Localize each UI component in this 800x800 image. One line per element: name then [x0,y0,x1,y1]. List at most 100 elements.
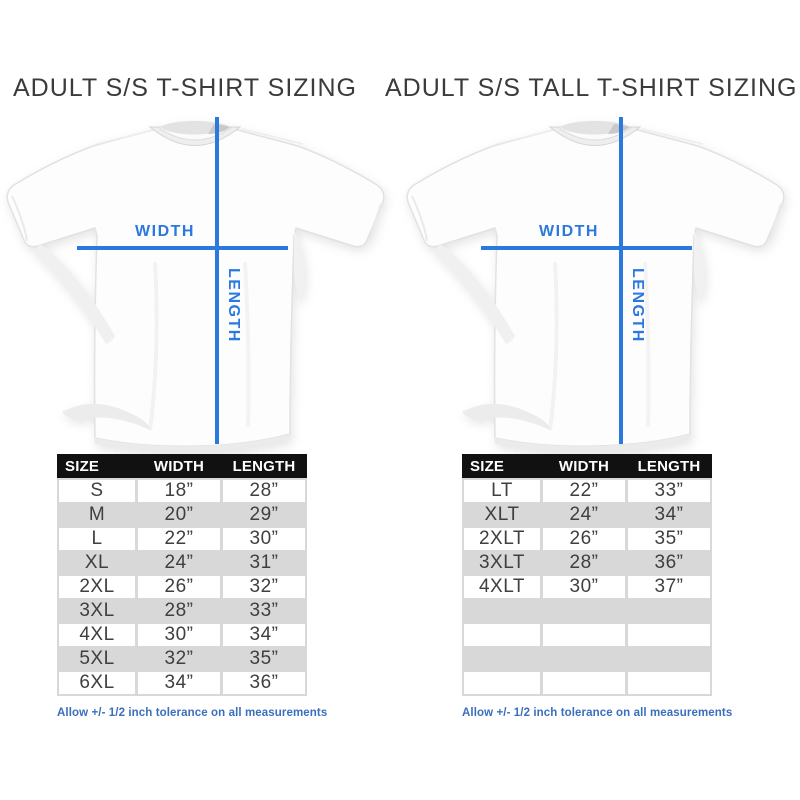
table-body: LT 22” 33” XLT 24” 34” 2XLT 26” 35” 3XLT 28” 36” 4XL… [462,478,712,696]
width-cell [543,672,625,694]
table-row: L 22” 30” [59,528,305,550]
table-body: S 18” 28” M 20” 29” L 22” 30” XL 24” 31” 2XL 26” 32” 3X… [57,478,307,696]
width-cell: 28” [164,600,194,621]
table-header: SIZE WIDTH LENGTH [57,454,307,478]
width-measure-line [77,246,288,250]
length-cell [628,624,710,646]
length-label: LENGTH [629,268,646,343]
table-row: S 18” 28” [59,480,305,502]
panel-title: ADULT S/S T-SHIRT SIZING [13,74,357,102]
size-cell: S [59,480,135,502]
tshirt-illustration [0,112,400,453]
length-cell: 37” [628,576,710,598]
size-cell: L [59,528,135,550]
size-cell [464,600,540,622]
table-row-empty [464,648,710,670]
size-cell: 4XL [59,624,135,646]
width-cell: 32” [164,648,194,669]
length-cell: 34” [223,624,305,646]
size-cell: XL [84,552,110,573]
width-cell [543,600,625,622]
tolerance-note: Allow +/- 1/2 inch tolerance on all meas… [462,707,733,719]
size-cell: 4XLT [464,576,540,598]
size-cell: 3XLT [478,552,525,573]
header-length: LENGTH [232,457,296,475]
length-label: LENGTH [225,268,242,343]
table-row-empty [464,672,710,694]
length-cell: 36” [654,552,684,573]
length-cell: 33” [628,480,710,502]
table-row-empty [464,624,710,646]
length-measure-line [619,117,623,444]
panel-title: ADULT S/S TALL T-SHIRT SIZING [385,74,798,102]
size-table-regular: SIZE WIDTH LENGTH S 18” 28” M 20” 29” L 22” 30” X… [57,454,307,696]
length-cell: 33” [249,600,279,621]
tshirt-graphic [6,121,385,453]
length-cell: 32” [223,576,305,598]
width-cell: 20” [164,504,194,525]
table-row: LT 22” 33” [464,480,710,502]
size-cell: 2XLT [464,528,540,550]
length-cell: 34” [654,504,684,525]
length-measure-line [215,117,219,444]
width-cell: 18” [138,480,220,502]
width-cell: 28” [569,552,599,573]
size-cell [464,672,540,694]
size-cell: 6XL [59,672,135,694]
tshirt-graphic [406,121,785,453]
table-row: 4XL 30” 34” [59,624,305,646]
length-cell: 30” [223,528,305,550]
size-cell: 3XL [79,600,115,621]
table-row: 5XL 32” 35” [59,648,305,670]
length-cell: 35” [628,528,710,550]
length-cell [628,672,710,694]
panel-tall-sizing: ADULT S/S TALL T-SHIRT SIZING WIDTH LENG… [385,70,800,770]
tolerance-note: Allow +/- 1/2 inch tolerance on all meas… [57,707,328,719]
table-row: XLT 24” 34” [464,504,710,526]
table-row-empty [464,600,710,622]
width-cell: 24” [164,552,194,573]
table-row: 3XL 28” 33” [59,600,305,622]
header-size: SIZE [65,457,100,475]
width-cell: 22” [138,528,220,550]
size-cell: 2XL [59,576,135,598]
width-cell: 30” [543,576,625,598]
size-cell [464,624,540,646]
width-cell: 26” [543,528,625,550]
width-cell: 34” [138,672,220,694]
length-cell [628,600,710,622]
width-cell: 24” [569,504,599,525]
width-cell [543,648,625,670]
width-cell: 30” [138,624,220,646]
size-cell [464,648,540,670]
length-cell: 35” [249,648,279,669]
table-row: M 20” 29” [59,504,305,526]
header-width: WIDTH [558,457,610,475]
width-cell: 22” [543,480,625,502]
width-label: WIDTH [135,223,195,240]
size-table-tall: SIZE WIDTH LENGTH LT 22” 33” XLT 24” 34” 2XLT 2… [462,454,712,696]
length-cell: 28” [223,480,305,502]
size-cell: LT [464,480,540,502]
table-header: SIZE WIDTH LENGTH [462,454,712,478]
panel-regular-sizing: ADULT S/S T-SHIRT SIZING WIDTH LENGTH SI… [0,70,400,770]
width-label: WIDTH [539,223,599,240]
table-row: 6XL 34” 36” [59,672,305,694]
length-cell: 29” [249,504,279,525]
header-size: SIZE [470,457,505,475]
header-length: LENGTH [637,457,701,475]
size-cell: M [88,504,106,525]
size-cell: XLT [484,504,520,525]
table-row: 4XLT 30” 37” [464,576,710,598]
length-cell: 36” [223,672,305,694]
table-row: 3XLT 28” 36” [464,552,710,574]
width-cell: 26” [138,576,220,598]
header-width: WIDTH [153,457,205,475]
tshirt-illustration [400,112,800,453]
length-cell [628,648,710,670]
table-row: XL 24” 31” [59,552,305,574]
length-cell: 31” [249,552,279,573]
table-row: 2XLT 26” 35” [464,528,710,550]
width-measure-line [481,246,692,250]
width-cell [543,624,625,646]
